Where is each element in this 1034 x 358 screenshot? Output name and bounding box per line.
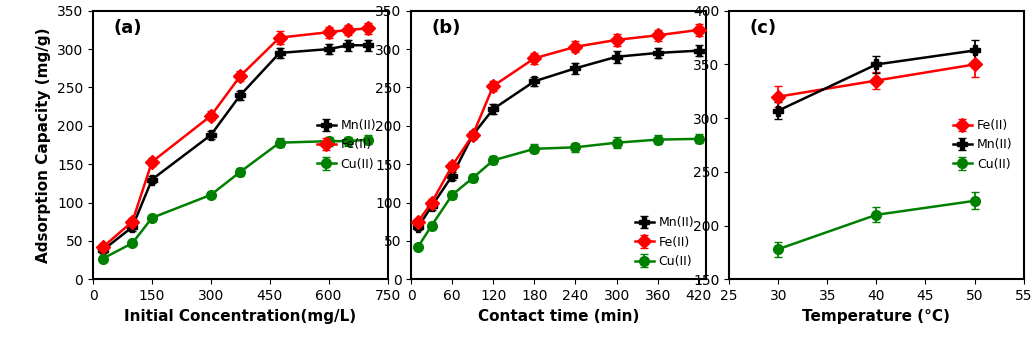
Legend: Mn(II), Fe(II), Cu(II): Mn(II), Fe(II), Cu(II) (630, 212, 699, 273)
X-axis label: Contact time (min): Contact time (min) (478, 309, 639, 324)
Text: (a): (a) (114, 19, 142, 37)
Text: (c): (c) (750, 19, 777, 37)
Text: (b): (b) (432, 19, 461, 37)
X-axis label: Temperature (°C): Temperature (°C) (802, 309, 950, 324)
Legend: Mn(II), Fe(II), Cu(II): Mn(II), Fe(II), Cu(II) (312, 114, 382, 176)
X-axis label: Initial Concentration(mg/L): Initial Concentration(mg/L) (124, 309, 357, 324)
Legend: Fe(II), Mn(II), Cu(II): Fe(II), Mn(II), Cu(II) (948, 114, 1017, 176)
Y-axis label: Adsorption Capacity (mg/g): Adsorption Capacity (mg/g) (36, 27, 52, 263)
